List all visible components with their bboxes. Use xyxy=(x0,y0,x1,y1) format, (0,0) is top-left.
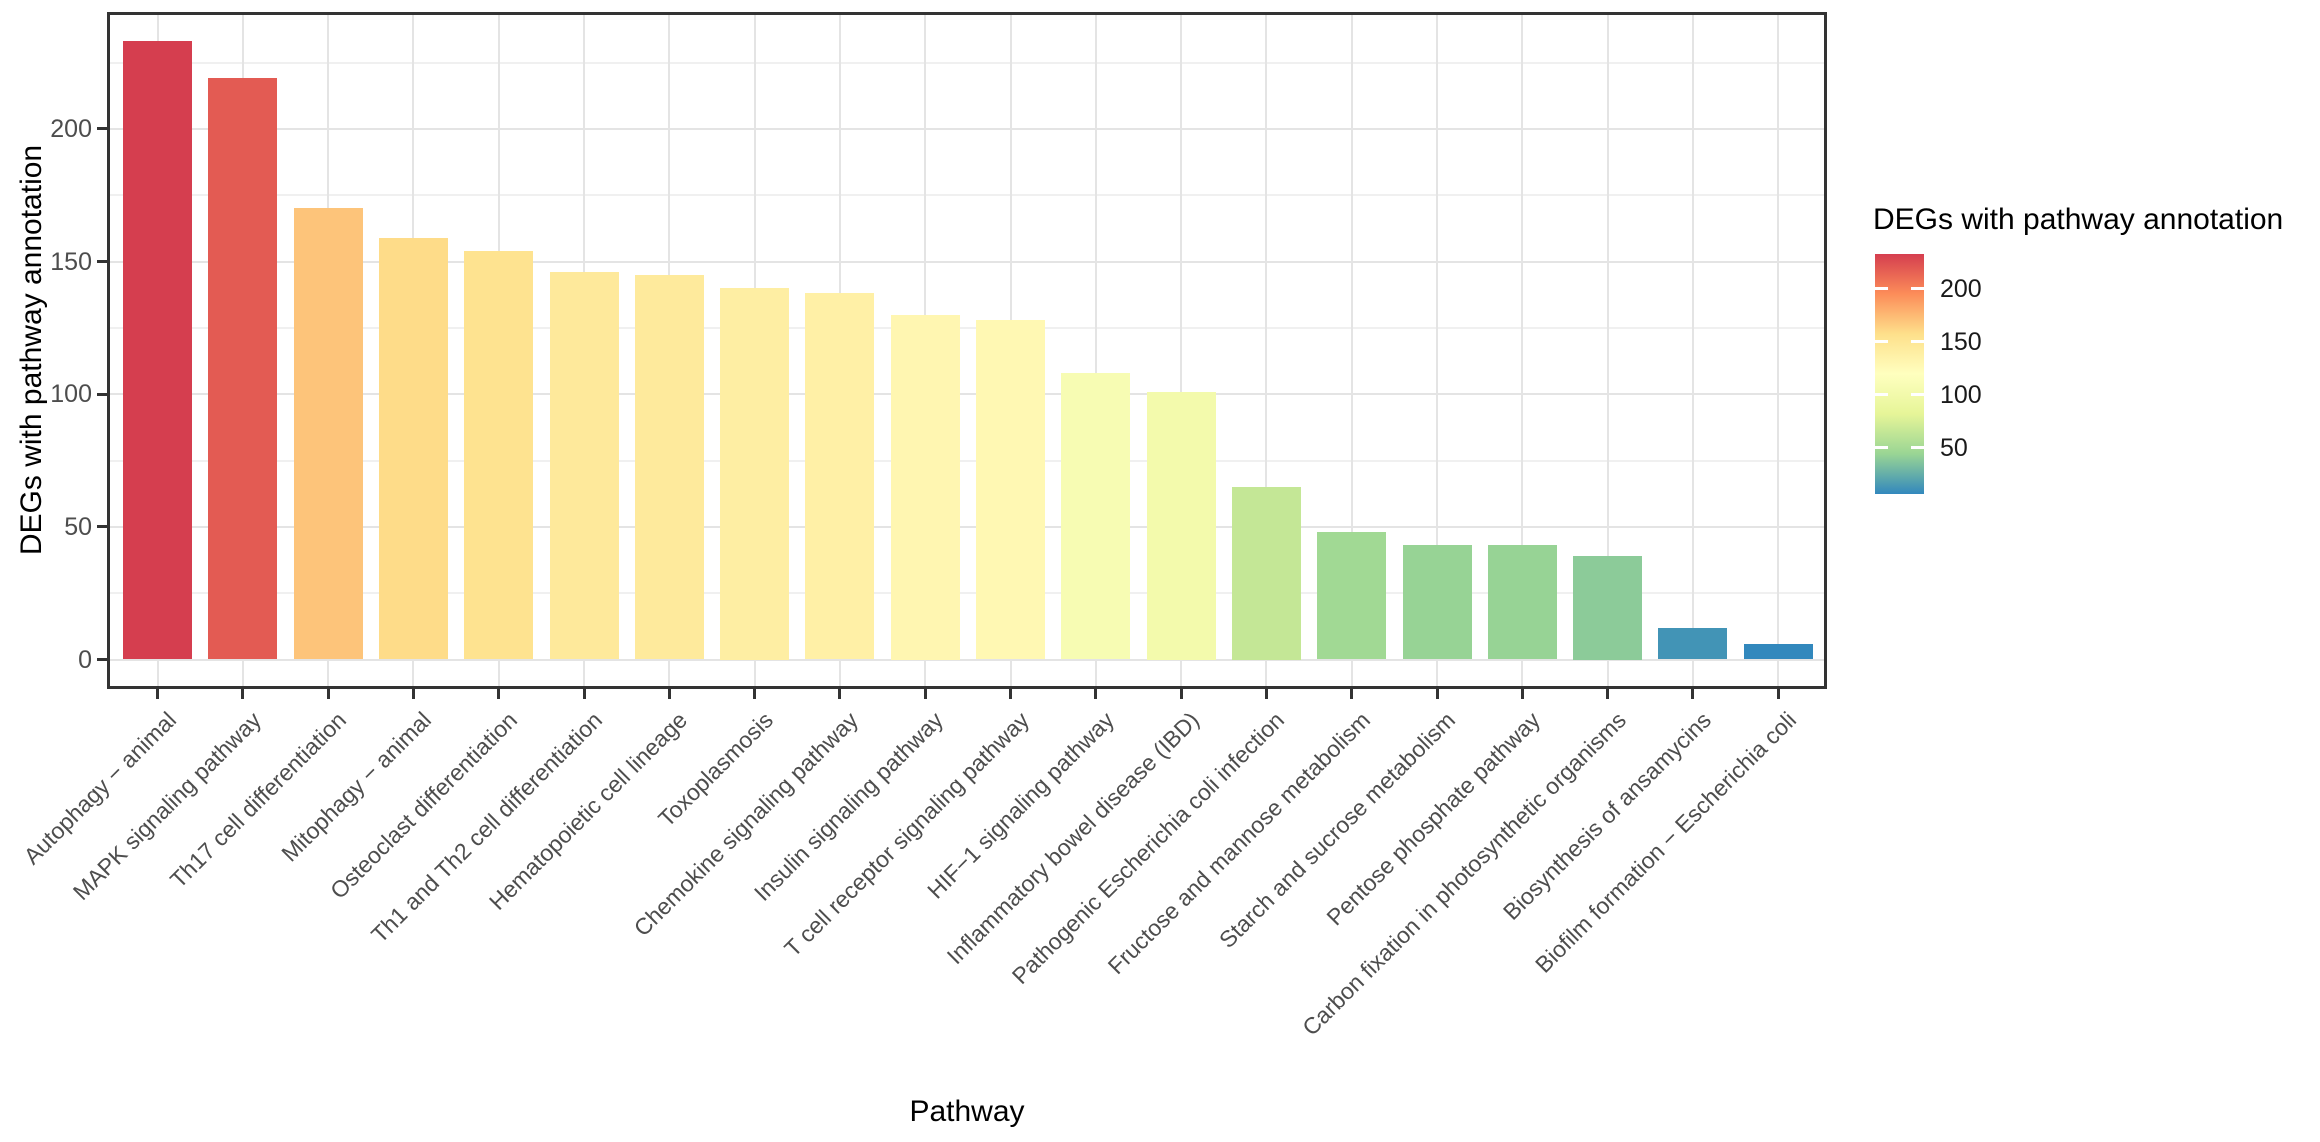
bar xyxy=(208,78,278,660)
y-axis-tick xyxy=(97,525,107,529)
colorbar-tick xyxy=(1911,393,1924,397)
colorbar-tick xyxy=(1875,340,1888,344)
bar xyxy=(890,314,960,660)
y-tick-label: 0 xyxy=(78,645,92,674)
bar xyxy=(1402,545,1472,660)
colorbar-tick xyxy=(1875,446,1888,449)
gridline-x-major xyxy=(1606,12,1609,689)
x-axis-tick xyxy=(923,689,927,699)
gridline-x-major xyxy=(1521,12,1524,689)
bar xyxy=(549,272,619,660)
gridline-x-major xyxy=(1436,12,1438,689)
y-tick-label: 100 xyxy=(50,380,92,409)
gridline-y-minor xyxy=(107,326,1827,329)
bar xyxy=(123,41,192,660)
x-tick-label: Carbon fixation in photosynthetic organi… xyxy=(1296,706,1631,1041)
gridline-y-major xyxy=(107,127,1827,130)
y-tick-label: 200 xyxy=(50,114,92,143)
x-axis-tick xyxy=(1350,689,1354,699)
y-tick-label: 150 xyxy=(50,247,92,276)
y-axis-tick xyxy=(97,127,107,131)
y-axis-title: DEGs with pathway annotation xyxy=(15,144,48,556)
colorbar-tick xyxy=(1911,287,1924,291)
x-axis-tick xyxy=(582,689,586,699)
gridline-x-major xyxy=(1265,12,1268,689)
gridline-y-major xyxy=(107,525,1827,528)
gridline-y-minor xyxy=(107,194,1827,197)
bar xyxy=(1573,556,1643,660)
gridline-x-major xyxy=(1691,12,1694,689)
bar xyxy=(378,237,448,660)
gridline-y-minor xyxy=(107,459,1827,462)
bar xyxy=(805,293,875,660)
y-axis-tick xyxy=(97,658,107,661)
x-axis-tick xyxy=(1606,689,1610,699)
x-axis-tick xyxy=(1094,689,1098,699)
bar xyxy=(1317,532,1387,660)
colorbar-tick xyxy=(1875,287,1888,291)
legend-colorbar xyxy=(1875,254,1924,494)
bar xyxy=(1743,643,1813,660)
gridline-y-major xyxy=(107,393,1827,396)
bar xyxy=(634,274,704,660)
legend-tick-label: 200 xyxy=(1940,274,1982,303)
colorbar-tick xyxy=(1911,340,1924,344)
gridline-x-major xyxy=(1094,12,1097,689)
x-axis-tick xyxy=(1520,689,1524,699)
legend-tick-label: 100 xyxy=(1940,380,1982,409)
gridline-y-minor xyxy=(107,592,1827,595)
x-axis-tick xyxy=(753,689,757,699)
legend-tick-label: 150 xyxy=(1940,327,1982,356)
x-axis-tick xyxy=(156,689,159,699)
x-axis-tick xyxy=(1776,689,1780,699)
x-axis-tick xyxy=(241,689,245,699)
y-axis-tick xyxy=(97,260,107,263)
legend-title: DEGs with pathway annotation xyxy=(1873,203,2284,236)
legend-tick-label: 50 xyxy=(1940,433,1968,462)
bar xyxy=(293,208,363,660)
x-axis-tick xyxy=(1179,689,1183,699)
bar xyxy=(1231,487,1301,660)
gridline-y-major xyxy=(107,658,1827,661)
gridline-x-major xyxy=(1350,12,1353,689)
bar xyxy=(1658,627,1728,660)
colorbar-tick xyxy=(1911,446,1924,449)
x-axis-tick xyxy=(1009,689,1012,699)
x-axis-title: Pathway xyxy=(909,1095,1025,1128)
bar xyxy=(1146,391,1216,660)
x-axis-tick xyxy=(411,689,415,699)
x-axis-tick xyxy=(838,689,842,699)
plot-panel xyxy=(107,12,1827,689)
gridline-x-major xyxy=(1180,12,1183,689)
colorbar-tick xyxy=(1875,393,1888,397)
bar xyxy=(976,319,1045,660)
bar xyxy=(464,250,534,660)
x-axis-tick xyxy=(497,689,501,699)
bar xyxy=(1061,372,1131,660)
x-axis-tick xyxy=(667,689,671,699)
gridline-x-major xyxy=(1777,12,1780,689)
x-tick-label: Autophagy − animal xyxy=(17,706,181,870)
gridline-y-minor xyxy=(107,61,1827,64)
x-axis-tick xyxy=(1264,689,1268,699)
y-tick-label: 50 xyxy=(64,512,92,541)
x-axis-tick xyxy=(326,689,330,699)
y-axis-tick xyxy=(97,392,107,396)
x-tick-label: Mitophagy − animal xyxy=(276,706,437,867)
gridline-y-major xyxy=(107,260,1827,263)
x-axis-tick xyxy=(1435,689,1439,699)
x-axis-tick xyxy=(1691,689,1695,699)
bar xyxy=(1487,545,1557,660)
bar xyxy=(720,288,790,660)
